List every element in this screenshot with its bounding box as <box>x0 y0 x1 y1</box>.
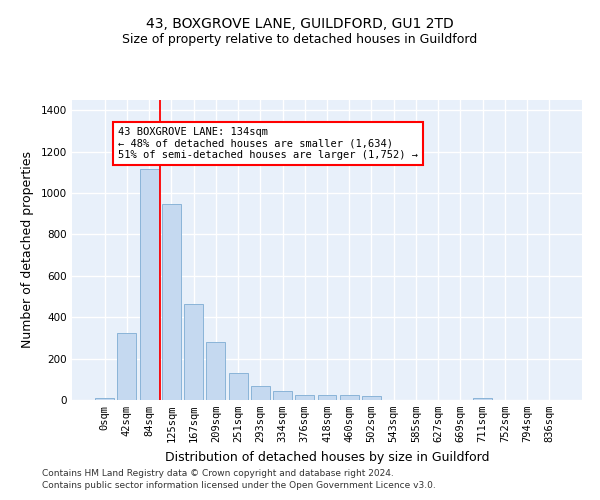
Text: 43, BOXGROVE LANE, GUILDFORD, GU1 2TD: 43, BOXGROVE LANE, GUILDFORD, GU1 2TD <box>146 18 454 32</box>
Bar <box>206 342 225 400</box>
Text: Size of property relative to detached houses in Guildford: Size of property relative to detached ho… <box>122 32 478 46</box>
Text: Contains HM Land Registry data © Crown copyright and database right 2024.: Contains HM Land Registry data © Crown c… <box>42 468 394 477</box>
Text: Contains public sector information licensed under the Open Government Licence v3: Contains public sector information licen… <box>42 481 436 490</box>
Bar <box>273 391 292 400</box>
Bar <box>251 386 270 400</box>
Y-axis label: Number of detached properties: Number of detached properties <box>21 152 34 348</box>
Bar <box>362 396 381 400</box>
Text: 43 BOXGROVE LANE: 134sqm
← 48% of detached houses are smaller (1,634)
51% of sem: 43 BOXGROVE LANE: 134sqm ← 48% of detach… <box>118 127 418 160</box>
Bar <box>295 395 314 400</box>
Bar <box>184 304 203 400</box>
Bar <box>473 398 492 400</box>
Bar <box>340 395 359 400</box>
Bar <box>140 170 158 400</box>
Bar <box>162 204 181 400</box>
Bar <box>118 333 136 400</box>
Bar <box>317 395 337 400</box>
Bar <box>95 398 114 400</box>
Bar <box>229 373 248 400</box>
X-axis label: Distribution of detached houses by size in Guildford: Distribution of detached houses by size … <box>165 450 489 464</box>
